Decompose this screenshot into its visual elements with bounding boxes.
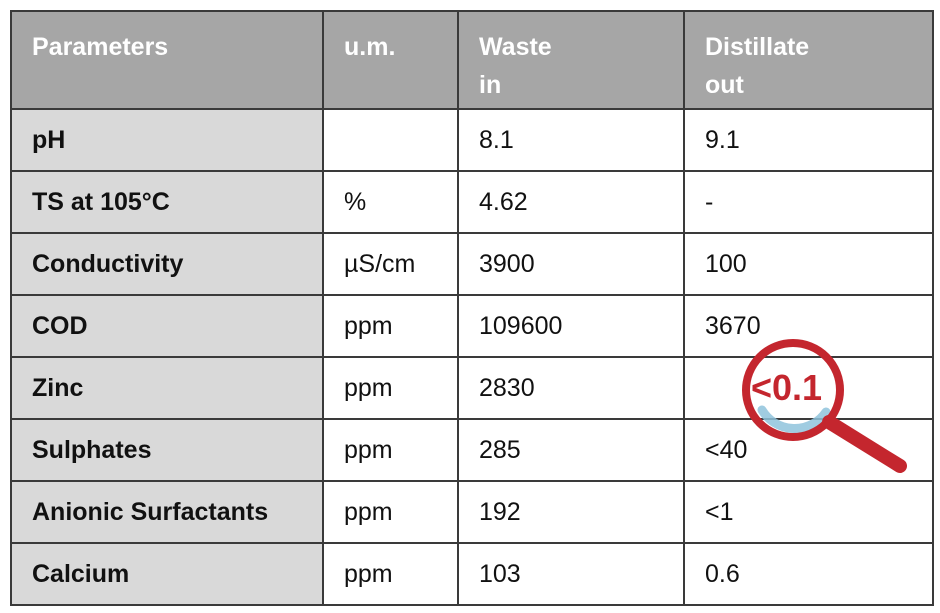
table-row: pH 8.1 9.1 [10,108,934,172]
value-cell: 2830 [457,356,685,420]
header-row: Parameters u.m. Waste in Distillate out [10,10,934,110]
parameter-cell: Sulphates [10,418,324,482]
value-cell: ppm [322,542,459,606]
header-line: Distillate [705,33,810,61]
value-cell: ppm [322,480,459,544]
value-cell: 285 [457,418,685,482]
value-cell: 8.1 [457,108,685,172]
header-cell: Waste in [457,10,685,110]
value-cell: 109600 [457,294,685,358]
value-cell: % [322,170,459,234]
parameter-cell: Conductivity [10,232,324,296]
header-cell: Distillate out [683,10,934,110]
table-row: Sulphates ppm 285 <40 [10,418,934,482]
table-row: TS at 105°C% 4.62- [10,170,934,234]
parameter-cell: Zinc [10,356,324,420]
value-cell: ppm [322,418,459,482]
table-body: pH 8.1 9.1 TS at 105°C% 4.62- Conductivity µS/… [10,108,934,606]
value-cell: µS/cm [322,232,459,296]
table-row: Zinc ppm 2830 <0.1 [10,356,934,420]
value-cell: 103 [457,542,685,606]
header-line: Parameters [32,33,169,61]
value-cell: 3670 [683,294,934,358]
value-cell: 0.6 [683,542,934,606]
value-cell: 9.1 [683,108,934,172]
value-cell [322,108,459,172]
header-line: out [705,71,744,99]
value-cell: <1 [683,480,934,544]
table-row: Conductivity µS/cm 3900 100 [10,232,934,296]
value-cell: 100 [683,232,934,296]
header-line: u.m. [344,33,396,61]
table-row: COD ppm 109600 3670 [10,294,934,358]
parameter-cell: TS at 105°C [10,170,324,234]
parameter-cell: Anionic Surfactants [10,480,324,544]
value-cell: ppm [322,356,459,420]
parameter-cell: pH [10,108,324,172]
table-row: Anionic Surfactants ppm 192 <1 [10,480,934,544]
data-table: Parameters u.m. Waste in Distillate out pH 8.1… [10,10,934,606]
value-cell: 192 [457,480,685,544]
parameter-cell: COD [10,294,324,358]
value-cell: ppm [322,294,459,358]
table-row: Calcium ppm 103 0.6 [10,542,934,606]
table-header: Parameters u.m. Waste in Distillate out [10,10,934,110]
value-cell: - [683,170,934,234]
value-cell: 3900 [457,232,685,296]
header-line: in [479,71,502,99]
value-cell: 4.62 [457,170,685,234]
header-line: Waste [479,33,552,61]
value-cell: <40 [683,418,934,482]
header-cell: u.m. [322,10,459,110]
parameter-cell: Calcium [10,542,324,606]
value-cell: <0.1 [683,356,934,420]
header-cell: Parameters [10,10,324,110]
